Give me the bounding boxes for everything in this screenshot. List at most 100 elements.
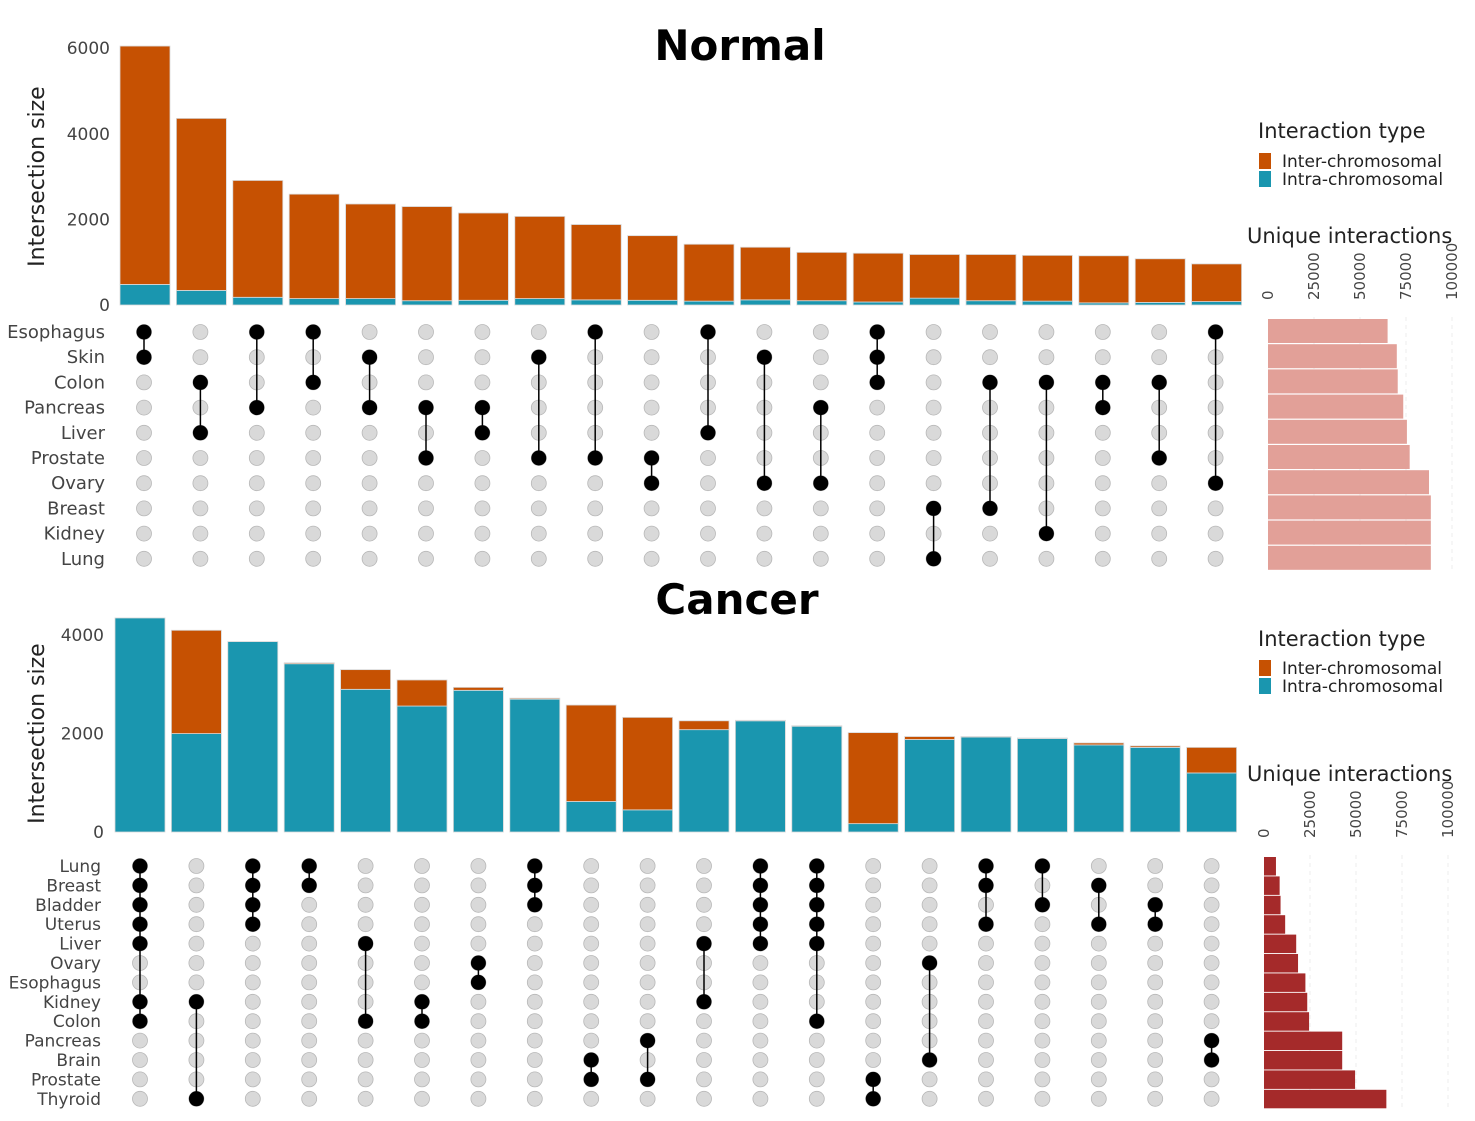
matrix-dot-empty [471,1033,486,1048]
matrix-dot-empty [531,476,546,491]
matrix-dot-filled [358,936,373,951]
chart-title: Cancer [655,575,818,624]
matrix-dot-empty [979,1053,994,1068]
matrix-dot-empty [870,476,885,491]
matrix-dot-empty [584,994,599,1009]
matrix-dot-filled [866,1072,881,1087]
matrix-dot-empty [753,1033,768,1048]
matrix-dot-empty [1152,476,1167,491]
matrix-dot-empty [249,551,264,566]
bar-inter-chromosomal [171,630,221,733]
matrix-dot-empty [137,425,152,440]
matrix-dot-empty [302,1053,317,1068]
bar-intra-chromosomal [289,299,339,305]
matrix-dot-empty [640,1014,655,1029]
bar-inter-chromosomal [458,213,508,300]
matrix-dot-filled [753,936,768,951]
matrix-dot-empty [809,1053,824,1068]
matrix-dot-filled [475,400,490,415]
matrix-dot-filled [697,936,712,951]
matrix-dot-filled [926,501,941,516]
bar-intra-chromosomal [1130,747,1180,832]
bar-inter-chromosomal [905,737,955,740]
bar-intra-chromosomal [515,299,565,305]
matrix-dot-empty [362,451,377,466]
set-label: Ovary [50,954,101,974]
matrix-dot-empty [584,975,599,990]
bar-inter-chromosomal [684,244,734,301]
matrix-dot-filled [1039,375,1054,390]
unique-bar [1264,1070,1355,1089]
legend-label: Intra-chromosomal [1282,677,1443,697]
unique-bar [1264,896,1281,915]
bar-intra-chromosomal [905,740,955,832]
matrix-dot-empty [1091,1091,1106,1106]
matrix-dot-empty [137,400,152,415]
matrix-dot-filled [245,859,260,874]
matrix-dot-empty [697,897,712,912]
matrix-dot-empty [584,1033,599,1048]
legend-swatch [1259,153,1271,169]
matrix-dot-empty [813,501,828,516]
bar-intra-chromosomal [853,302,903,305]
matrix-dot-empty [926,476,941,491]
matrix-dot-empty [926,350,941,365]
matrix-dot-empty [979,1072,994,1087]
matrix-dot-filled [809,897,824,912]
matrix-dot-filled [471,975,486,990]
matrix-dot-empty [1148,1053,1163,1068]
matrix-dot-empty [870,526,885,541]
matrix-dot-empty [419,375,434,390]
matrix-dot-empty [588,501,603,516]
matrix-dot-filled [189,1091,204,1106]
set-label: Prostate [31,1070,101,1090]
bar-inter-chromosomal [120,46,170,284]
matrix-dot-empty [245,975,260,990]
matrix-dot-empty [584,1014,599,1029]
matrix-dot-filled [531,451,546,466]
matrix-dot-filled [926,551,941,566]
matrix-dot-filled [584,1072,599,1087]
matrix-dot-empty [753,994,768,1009]
matrix-dot-empty [757,551,772,566]
matrix-dot-empty [1095,476,1110,491]
matrix-dot-empty [133,1053,148,1068]
matrix-dot-empty [1035,1072,1050,1087]
matrix-dot-empty [866,859,881,874]
matrix-dot-empty [584,878,599,893]
matrix-dot-empty [1095,350,1110,365]
matrix-dot-empty [531,325,546,340]
matrix-dot-filled [588,451,603,466]
matrix-dot-empty [531,526,546,541]
unique-bar [1268,420,1407,444]
matrix-dot-filled [133,917,148,932]
matrix-dot-empty [415,975,430,990]
legend-swatch [1259,660,1271,676]
matrix-dot-empty [1035,975,1050,990]
matrix-dot-empty [415,1072,430,1087]
matrix-dot-empty [245,1033,260,1048]
matrix-dot-empty [644,400,659,415]
matrix-dot-empty [306,501,321,516]
matrix-dot-empty [475,350,490,365]
bar-intra-chromosomal [115,618,165,832]
matrix-dot-empty [757,526,772,541]
matrix-dot-empty [979,956,994,971]
bar-intra-chromosomal [120,284,170,305]
matrix-dot-empty [809,1091,824,1106]
unique-bar [1268,344,1397,368]
matrix-dot-empty [419,350,434,365]
matrix-dot-empty [1208,526,1223,541]
matrix-dot-filled [1095,375,1110,390]
matrix-dot-empty [644,501,659,516]
bar-intra-chromosomal [792,726,842,832]
matrix-dot-empty [640,936,655,951]
matrix-dot-filled [362,350,377,365]
matrix-dot-empty [471,878,486,893]
matrix-dot-empty [644,350,659,365]
set-label: Colon [54,372,105,393]
matrix-dot-empty [866,936,881,951]
matrix-dot-empty [813,375,828,390]
matrix-dot-empty [640,975,655,990]
